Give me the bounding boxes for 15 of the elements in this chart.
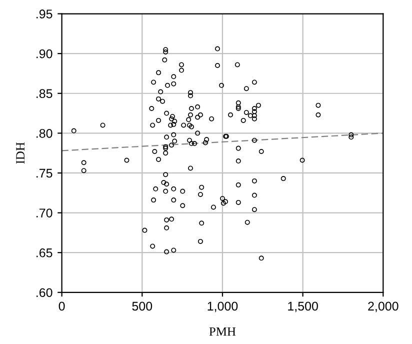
y-tick-label: .60: [36, 288, 52, 298]
y-axis-title: IDH: [16, 142, 24, 164]
y-tick-label: .85: [36, 89, 52, 98]
x-tick-label: 1,500: [288, 302, 318, 312]
x-tick-label: 500: [132, 302, 152, 311]
x-tick-label: 0: [58, 302, 65, 311]
y-tick-label: .70: [36, 208, 52, 218]
x-tick-label: 2,000: [368, 302, 398, 312]
y-tick-label: .90: [36, 49, 52, 58]
y-tick-label: .65: [36, 248, 52, 258]
y-tick-label: .80: [36, 128, 52, 138]
x-axis-title: PMH: [209, 327, 236, 336]
y-tick-label: .95: [36, 10, 52, 18]
x-tick-label: 1,000: [208, 302, 238, 312]
y-tick-label: .75: [36, 168, 52, 178]
